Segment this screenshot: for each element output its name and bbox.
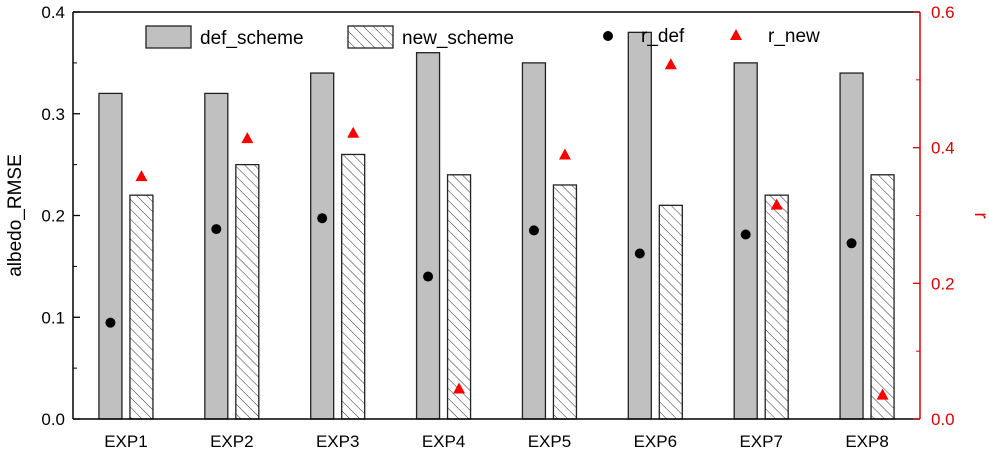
point-r-new-exp6	[664, 58, 677, 70]
bar-new-scheme-exp1	[129, 194, 154, 420]
y-tick-label: 0.1	[41, 308, 65, 327]
point-r-new-exp7	[770, 198, 783, 210]
bar-def-scheme-exp3	[310, 72, 335, 420]
x-tick-label: EXP3	[316, 432, 359, 451]
legend-marker-r-new	[730, 29, 742, 40]
y-tick-label: 0.4	[41, 3, 65, 22]
point-r-def-exp1	[105, 317, 116, 328]
point-r-new-exp1	[135, 170, 148, 182]
bar-new-scheme-exp7	[764, 194, 789, 420]
y-tick-label: 0.3	[41, 105, 65, 124]
y-axis-title: albedo_RMSE	[5, 154, 26, 277]
x-tick-label: EXP2	[210, 432, 253, 451]
bars-layer	[98, 31, 895, 420]
bar-new-scheme-exp3	[341, 153, 366, 420]
x-tick-label: EXP4	[422, 432, 465, 451]
bar-def-scheme-exp4	[415, 52, 441, 420]
y-tick-label: 0.0	[41, 410, 65, 429]
legend-label-def-scheme: def_scheme	[200, 28, 304, 49]
legend-swatch-def-scheme	[145, 25, 192, 49]
x-tick-label: EXP1	[104, 432, 147, 451]
point-r-def-exp7	[740, 229, 751, 240]
point-r-def-exp6	[634, 248, 645, 259]
legend-swatch-new-scheme	[347, 25, 394, 49]
bar-def-scheme-exp6	[627, 31, 652, 420]
y-right-tick-label: 0.4	[931, 139, 955, 158]
point-r-def-exp8	[846, 238, 857, 249]
bar-new-scheme-exp2	[235, 163, 260, 420]
point-r-new-exp8	[876, 388, 889, 400]
bar-def-scheme-exp5	[521, 62, 547, 420]
y-right-axis-title: r	[970, 212, 989, 219]
x-tick-label: EXP6	[634, 432, 677, 451]
legend-marker-r-def	[603, 31, 613, 41]
legend-label-r-def: r_def	[641, 26, 685, 47]
bar-new-scheme-exp5	[552, 184, 578, 420]
y-right-tick-label: 0.6	[931, 3, 955, 22]
y-tick-label: 0.2	[41, 207, 65, 226]
bar-new-scheme-exp8	[870, 174, 895, 420]
bar-new-scheme-exp6	[658, 204, 683, 420]
point-r-def-exp5	[528, 225, 539, 236]
point-r-new-exp4	[453, 382, 466, 394]
y-right-tick-label: 0.2	[931, 274, 955, 293]
x-tick-label: EXP5	[528, 432, 571, 451]
point-r-def-exp3	[317, 213, 328, 224]
bar-def-scheme-exp7	[733, 62, 758, 420]
point-r-new-exp2	[241, 132, 254, 144]
point-r-new-exp3	[347, 126, 360, 138]
x-tick-label: EXP7	[739, 432, 782, 451]
point-r-def-exp4	[423, 271, 434, 282]
bar-new-scheme-exp4	[446, 174, 472, 420]
y-right-tick-label: 0.0	[931, 410, 955, 429]
legend-label-r-new: r_new	[768, 26, 820, 47]
bar-def-scheme-exp1	[98, 92, 123, 420]
axes-layer: EXP1 EXP2 EXP3 EXP4 EXP5 EXP6 EXP7 EXP8 0.0 0.1 0.…	[5, 3, 989, 451]
point-r-def-exp2	[211, 224, 222, 235]
bar-def-scheme-exp2	[204, 92, 229, 420]
legend-label-new-scheme: new_scheme	[402, 28, 514, 49]
legend: def_scheme new_scheme r_def r_new	[145, 25, 820, 49]
point-r-new-exp5	[558, 148, 571, 160]
markers-layer	[105, 58, 889, 400]
x-tick-label: EXP8	[845, 432, 888, 451]
